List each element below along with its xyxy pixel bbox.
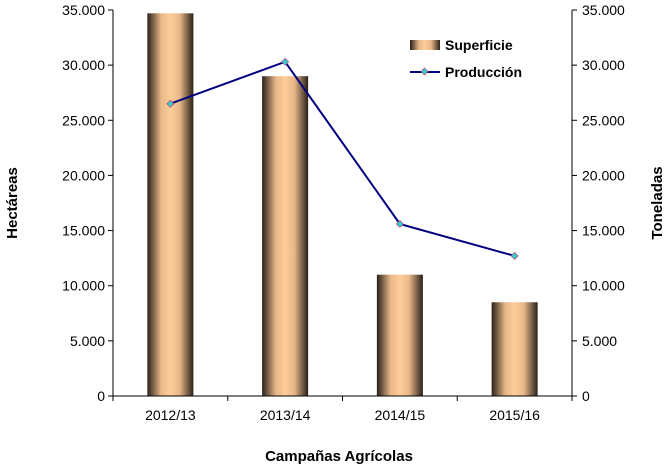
legend-swatch-superficie bbox=[410, 40, 440, 50]
bar-2013/14 bbox=[262, 76, 309, 397]
y2-tick-label: 35.000 bbox=[582, 2, 625, 18]
legend-marker-produccion bbox=[420, 67, 429, 76]
bar-2015/16 bbox=[491, 302, 538, 396]
x-tick-label: 2013/14 bbox=[260, 407, 311, 423]
y2-tick-label: 25.000 bbox=[582, 112, 625, 128]
y-tick-label: 15.000 bbox=[62, 223, 105, 239]
point-produccion-2013/14 bbox=[281, 57, 290, 66]
y2-tick-label: 5.000 bbox=[582, 333, 617, 349]
point-produccion-2014/15 bbox=[395, 219, 404, 228]
y2-tick-label: 30.000 bbox=[582, 57, 625, 73]
y-tick-label: 10.000 bbox=[62, 278, 105, 294]
legend-label-produccion: Producción bbox=[445, 64, 522, 80]
y-tick-label: 30.000 bbox=[62, 57, 105, 73]
x-axis-label: Campañas Agrícolas bbox=[265, 448, 413, 465]
x-tick-label: 2015/16 bbox=[489, 407, 540, 423]
y2-tick-label: 15.000 bbox=[582, 223, 625, 239]
y-tick-label: 20.000 bbox=[62, 167, 105, 183]
y-tick-label: 0 bbox=[97, 388, 105, 404]
y2-tick-label: 10.000 bbox=[582, 278, 625, 294]
point-produccion-2015/16 bbox=[510, 251, 519, 260]
y2-tick-label: 20.000 bbox=[582, 167, 625, 183]
bar-2012/13 bbox=[147, 13, 194, 397]
y-tick-label: 35.000 bbox=[62, 2, 105, 18]
y2-axis-label: Toneladas bbox=[649, 166, 666, 239]
y-tick-label: 25.000 bbox=[62, 112, 105, 128]
y2-tick-label: 0 bbox=[582, 388, 590, 404]
x-tick-label: 2014/15 bbox=[375, 407, 426, 423]
line-produccion bbox=[170, 60, 515, 257]
legend: Superficie Producción bbox=[410, 37, 522, 80]
y-tick-label: 5.000 bbox=[70, 333, 105, 349]
y-axis-label: Hectáreas bbox=[4, 167, 21, 239]
point-produccion-2012/13 bbox=[166, 99, 175, 108]
bar-2014/15 bbox=[376, 274, 423, 396]
x-tick-label: 2012/13 bbox=[145, 407, 196, 423]
legend-label-superficie: Superficie bbox=[445, 37, 513, 53]
